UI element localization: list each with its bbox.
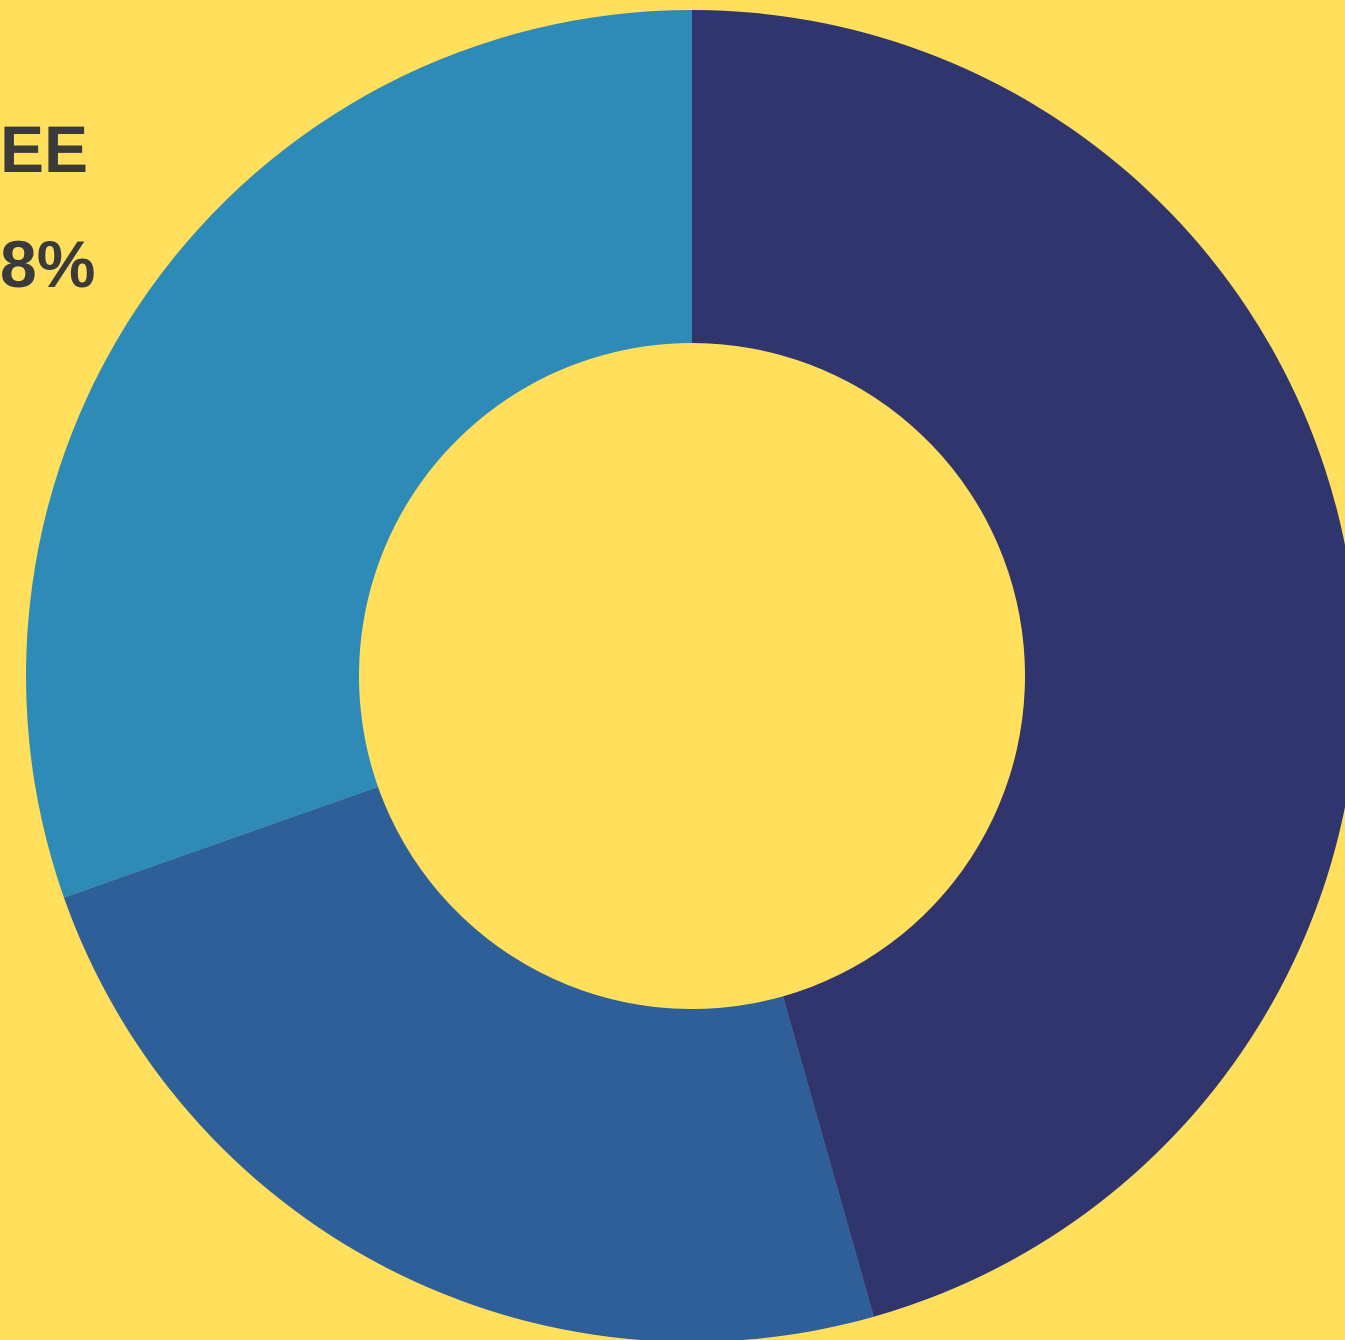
donut-slice-1	[692, 10, 1345, 1317]
donut-slice-2	[63, 786, 874, 1340]
donut-slices	[25, 10, 1345, 1340]
donut-slice-3	[25, 10, 693, 898]
slice-label-percent: 8%	[0, 227, 95, 301]
slice-label-name: EE	[0, 112, 88, 186]
